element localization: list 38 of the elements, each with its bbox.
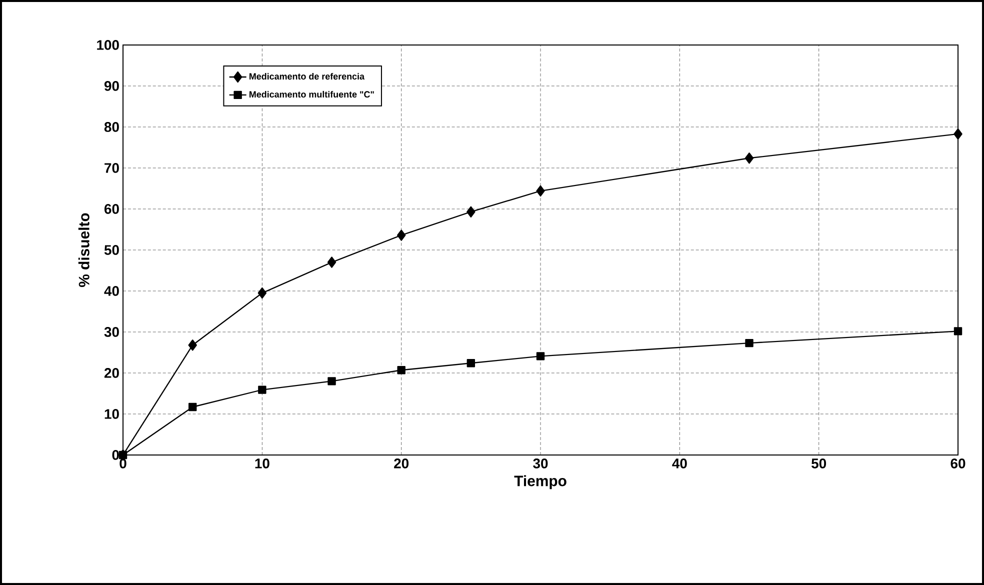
- y-tick-label: 100: [97, 40, 119, 50]
- point: [954, 128, 962, 140]
- x-tick-label: 30: [533, 458, 548, 468]
- y-tick-label: 80: [104, 122, 119, 132]
- x-tick-label: 10: [255, 458, 270, 468]
- y-tick-label: 30: [104, 327, 119, 337]
- point: [466, 359, 476, 368]
- legend-label: Medicamento multifuente "C": [250, 90, 374, 98]
- y-axis-title: % disuelto: [78, 213, 90, 287]
- x-tick-label: 50: [812, 458, 826, 468]
- point: [258, 287, 267, 299]
- point: [397, 366, 406, 374]
- point: [328, 377, 336, 386]
- y-tick-label: 10: [104, 409, 119, 419]
- y-tick-label: 60: [104, 204, 119, 214]
- point: [188, 402, 197, 412]
- point: [954, 327, 962, 336]
- point: [466, 206, 476, 218]
- point: [118, 450, 128, 460]
- y-tick-label: 0: [112, 450, 119, 460]
- x-tick-label: 40: [672, 458, 687, 468]
- point: [745, 338, 754, 348]
- y-tick-label: 90: [104, 81, 119, 91]
- point: [188, 340, 197, 351]
- x-axis-title: Tiempo: [514, 475, 566, 490]
- point: [536, 185, 545, 197]
- y-tick-label: 50: [104, 245, 119, 255]
- x-tick-label: 20: [394, 458, 409, 468]
- x-tick-label: 60: [950, 458, 966, 468]
- point: [396, 230, 406, 241]
- y-tick-label: 20: [104, 368, 119, 378]
- point: [327, 256, 336, 268]
- point: [258, 386, 266, 394]
- point: [744, 152, 754, 164]
- y-tick-label: 70: [104, 163, 119, 173]
- y-tick-label: 40: [104, 286, 119, 296]
- point: [536, 352, 545, 360]
- legend-label: Medicamento de referencia: [250, 72, 365, 80]
